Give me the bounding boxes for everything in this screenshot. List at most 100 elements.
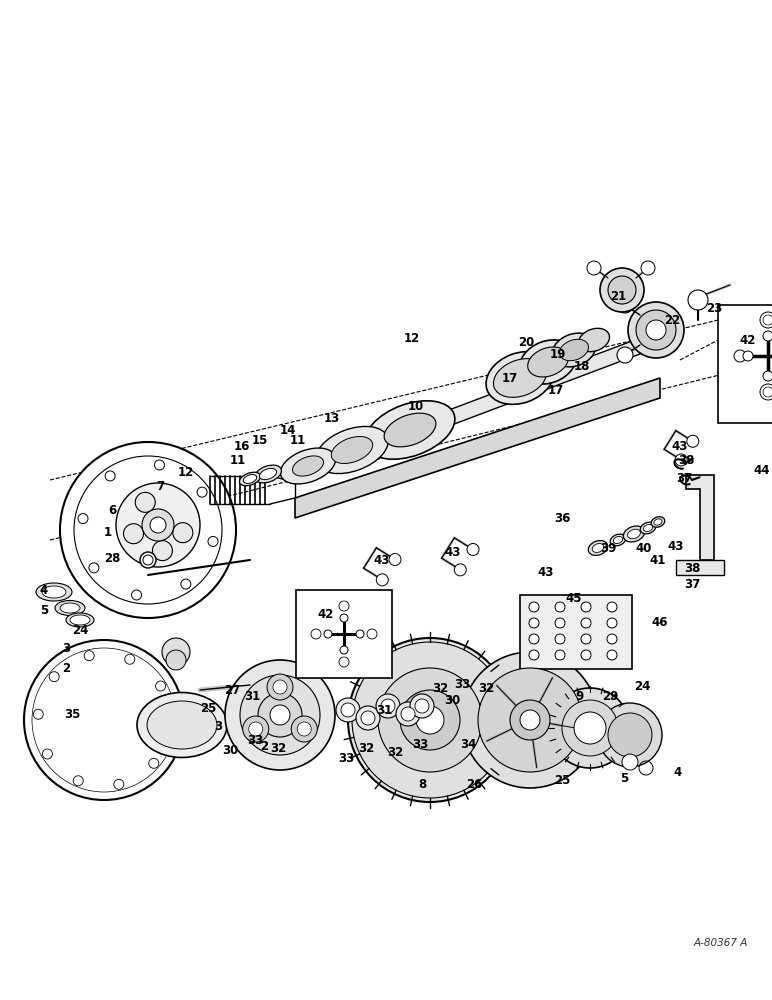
Text: 32: 32: [387, 746, 403, 758]
Circle shape: [600, 268, 644, 312]
Ellipse shape: [628, 529, 641, 539]
Circle shape: [249, 722, 262, 736]
Circle shape: [608, 276, 636, 304]
Text: 32: 32: [270, 742, 286, 754]
Ellipse shape: [640, 522, 655, 534]
Ellipse shape: [613, 536, 623, 544]
Text: 5: 5: [620, 772, 628, 784]
Circle shape: [743, 351, 753, 361]
Circle shape: [181, 579, 191, 589]
Circle shape: [164, 721, 174, 731]
Text: 44: 44: [753, 464, 770, 477]
Circle shape: [297, 722, 311, 736]
Circle shape: [273, 680, 287, 694]
Text: 27: 27: [224, 684, 240, 696]
Circle shape: [555, 650, 565, 660]
Ellipse shape: [520, 340, 576, 384]
Text: 2: 2: [260, 740, 268, 752]
Text: 40: 40: [636, 542, 652, 554]
Ellipse shape: [331, 437, 373, 463]
Circle shape: [598, 703, 662, 767]
Circle shape: [376, 694, 400, 718]
Polygon shape: [295, 338, 640, 484]
Text: 42: 42: [318, 607, 334, 620]
Text: 33: 33: [338, 752, 354, 766]
Circle shape: [162, 638, 190, 666]
Text: 12: 12: [178, 466, 194, 479]
Circle shape: [763, 371, 772, 381]
Text: 43: 43: [672, 440, 688, 452]
Circle shape: [352, 642, 508, 798]
Text: 4: 4: [674, 766, 682, 778]
Circle shape: [49, 672, 59, 682]
Circle shape: [291, 716, 317, 742]
Circle shape: [636, 310, 676, 350]
Bar: [296, 590, 392, 678]
Ellipse shape: [66, 613, 94, 627]
Text: 43: 43: [538, 566, 554, 578]
Circle shape: [410, 694, 434, 718]
Text: 30: 30: [444, 694, 460, 706]
Circle shape: [529, 634, 539, 644]
Circle shape: [581, 602, 591, 612]
Ellipse shape: [528, 347, 568, 377]
Text: 36: 36: [554, 512, 571, 524]
Text: 25: 25: [200, 702, 216, 714]
Text: 33: 33: [247, 734, 263, 748]
Circle shape: [376, 574, 388, 586]
Circle shape: [607, 602, 617, 612]
Circle shape: [581, 618, 591, 628]
Ellipse shape: [70, 615, 90, 625]
Text: 24: 24: [72, 624, 88, 637]
Circle shape: [142, 509, 174, 541]
Text: 20: 20: [518, 336, 534, 349]
Text: 43: 43: [445, 546, 461, 560]
Ellipse shape: [486, 352, 554, 404]
Text: 46: 46: [652, 615, 669, 629]
Text: 31: 31: [376, 704, 392, 716]
Text: 32: 32: [432, 682, 448, 694]
Text: 41: 41: [650, 554, 666, 566]
Text: 24: 24: [634, 680, 650, 692]
Circle shape: [270, 705, 290, 725]
Circle shape: [581, 650, 591, 660]
Text: 18: 18: [574, 360, 590, 372]
Circle shape: [608, 713, 652, 757]
Circle shape: [340, 614, 348, 622]
Circle shape: [415, 699, 429, 713]
Circle shape: [89, 563, 99, 573]
Ellipse shape: [643, 524, 652, 532]
Text: 37: 37: [684, 578, 700, 590]
Text: 2: 2: [62, 662, 70, 674]
Circle shape: [555, 602, 565, 612]
Circle shape: [341, 703, 355, 717]
Circle shape: [84, 651, 94, 661]
Text: 3: 3: [214, 720, 222, 732]
Bar: [520, 595, 632, 669]
Circle shape: [574, 712, 606, 744]
Text: 3: 3: [62, 642, 70, 654]
Text: 7: 7: [156, 481, 164, 493]
Circle shape: [478, 668, 582, 772]
Circle shape: [688, 290, 708, 310]
Circle shape: [150, 517, 166, 533]
Text: 30: 30: [222, 744, 238, 756]
Circle shape: [467, 543, 479, 555]
Circle shape: [267, 674, 293, 700]
Circle shape: [529, 602, 539, 612]
Text: 9: 9: [576, 690, 584, 702]
Circle shape: [416, 706, 444, 734]
Circle shape: [687, 435, 699, 447]
Circle shape: [607, 634, 617, 644]
Text: 15: 15: [252, 434, 268, 446]
Ellipse shape: [610, 534, 626, 546]
Ellipse shape: [493, 359, 547, 397]
Ellipse shape: [293, 456, 323, 476]
Circle shape: [607, 650, 617, 660]
Text: 13: 13: [324, 412, 340, 424]
Circle shape: [587, 261, 601, 275]
Text: 4: 4: [40, 584, 48, 597]
Circle shape: [348, 638, 512, 802]
Circle shape: [641, 261, 655, 275]
Ellipse shape: [255, 465, 282, 483]
